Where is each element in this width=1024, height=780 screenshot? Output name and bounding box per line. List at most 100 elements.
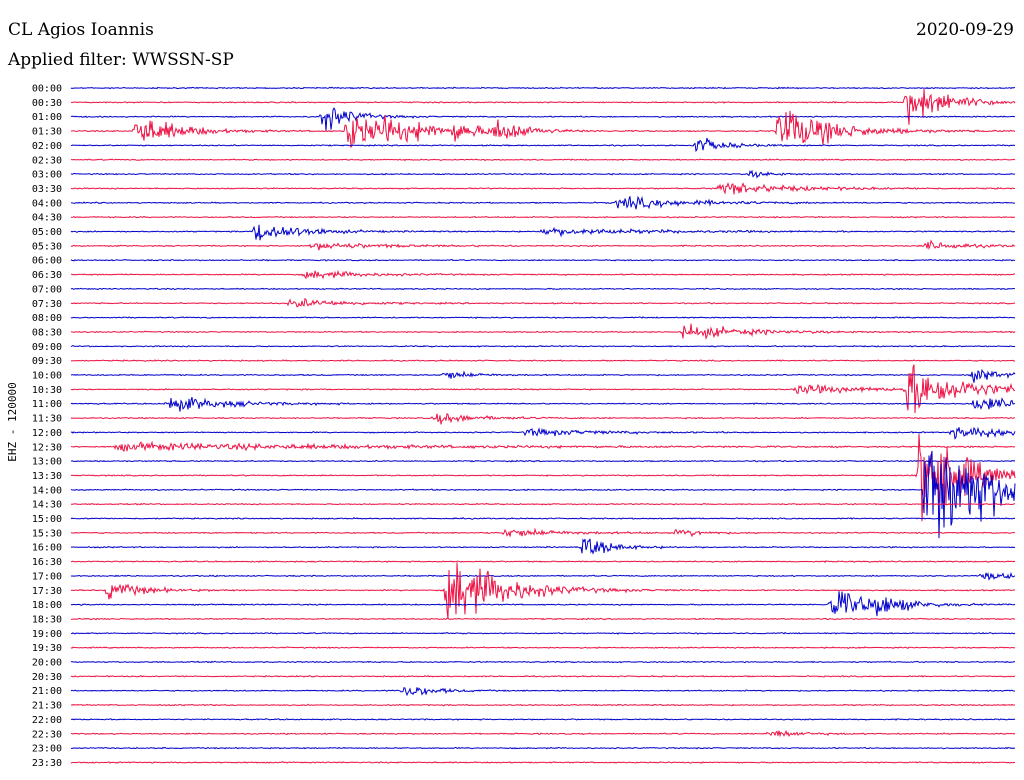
trace-line <box>70 239 1016 251</box>
trace-line <box>70 729 1016 738</box>
time-label: 11:00 <box>32 399 62 410</box>
trace-line <box>70 426 1016 440</box>
trace-line <box>70 181 1016 195</box>
time-label: 06:00 <box>32 256 62 267</box>
trace-line <box>70 703 1015 707</box>
trace-line <box>70 687 1016 697</box>
time-label: 05:00 <box>32 227 62 238</box>
time-label: 19:30 <box>32 643 62 654</box>
time-label: 17:00 <box>32 571 62 582</box>
trace-line <box>70 718 1016 721</box>
time-label: 20:00 <box>32 658 62 669</box>
time-label: 05:30 <box>32 241 62 252</box>
trace-line <box>70 88 1016 125</box>
time-label: 18:00 <box>32 600 62 611</box>
time-label: 02:00 <box>32 141 62 152</box>
time-label: 15:00 <box>32 514 62 525</box>
trace-line <box>70 195 1015 210</box>
time-label: 07:00 <box>32 284 62 295</box>
time-label: 13:30 <box>32 471 62 482</box>
time-label: 17:30 <box>32 586 62 597</box>
time-label: 01:30 <box>32 127 62 138</box>
time-label: 07:30 <box>32 299 62 310</box>
time-label: 23:00 <box>32 744 62 755</box>
trace-line <box>70 660 1016 664</box>
trace-line <box>70 746 1016 750</box>
trace-line <box>70 412 1016 425</box>
trace-line <box>70 674 1016 678</box>
trace-line <box>70 86 1015 90</box>
trace-line <box>70 517 1016 520</box>
trace-line <box>71 158 1016 162</box>
time-labels: 00:00 00:30 01:00 01:30 02:00 02:30 03:00 03:30… <box>32 84 62 769</box>
trace-line <box>70 323 1016 341</box>
time-label: 04:00 <box>32 198 62 209</box>
time-label: 13:00 <box>32 457 62 468</box>
trace-line <box>71 269 1016 280</box>
trace-line <box>70 631 1016 635</box>
trace-line <box>70 344 1016 348</box>
trace-line <box>70 617 1016 621</box>
trace-line <box>70 137 1016 153</box>
channel-axis-label: EHZ - 120000 <box>6 382 19 461</box>
trace-line <box>70 316 1016 320</box>
trace-line <box>70 107 1016 131</box>
time-label: 03:00 <box>32 170 62 181</box>
time-label: 08:30 <box>32 327 62 338</box>
time-label: 08:00 <box>32 313 62 324</box>
trace-line <box>70 502 1016 506</box>
time-label: 19:00 <box>32 629 62 640</box>
trace-line <box>70 397 1016 412</box>
trace-line <box>70 459 1016 463</box>
time-label: 18:30 <box>32 614 62 625</box>
time-label: 03:30 <box>32 184 62 195</box>
trace-line <box>70 527 1016 538</box>
time-label: 21:30 <box>32 701 62 712</box>
time-label: 14:00 <box>32 485 62 496</box>
trace-line <box>70 761 1016 764</box>
time-label: 00:00 <box>32 84 62 95</box>
filter-label: Applied filter: WWSSN-SP <box>8 50 234 70</box>
record-date: 2020-09-29 <box>915 20 1014 40</box>
time-label: 22:30 <box>32 729 62 740</box>
trace-line <box>70 433 1016 522</box>
time-label: 15:30 <box>32 528 62 539</box>
time-label: 00:30 <box>32 98 62 109</box>
trace-line <box>70 572 1016 581</box>
time-label: 10:00 <box>32 371 62 382</box>
trace-line <box>70 368 1016 383</box>
trace-line <box>70 450 1016 539</box>
time-label: 11:30 <box>32 414 62 425</box>
trace-line <box>70 297 1016 308</box>
time-label: 20:30 <box>32 672 62 683</box>
station-title: CL Agios Ioannis <box>8 20 154 40</box>
seismic-traces <box>70 86 1016 764</box>
time-label: 02:30 <box>32 155 62 166</box>
time-label: 22:00 <box>32 715 62 726</box>
trace-line <box>70 287 1016 291</box>
trace-line <box>70 538 1016 555</box>
trace-line <box>70 646 1016 650</box>
trace-line <box>70 110 1016 149</box>
trace-line <box>70 359 1016 362</box>
time-label: 23:30 <box>32 758 62 769</box>
time-label: 09:30 <box>32 356 62 367</box>
time-label: 09:00 <box>32 342 62 353</box>
time-label: 12:30 <box>32 442 62 453</box>
trace-line <box>70 591 1016 617</box>
trace-line <box>70 562 1016 620</box>
trace-line <box>70 560 1016 564</box>
time-label: 16:00 <box>32 543 62 554</box>
trace-line <box>70 169 1015 179</box>
time-label: 10:30 <box>32 385 62 396</box>
time-label: 16:30 <box>32 557 62 568</box>
trace-line <box>70 364 1015 414</box>
time-label: 21:00 <box>32 686 62 697</box>
time-label: 12:00 <box>32 428 62 439</box>
trace-line <box>70 224 1016 241</box>
time-label: 06:30 <box>32 270 62 281</box>
time-label: 14:30 <box>32 500 62 511</box>
trace-line <box>70 215 1016 219</box>
time-label: 04:30 <box>32 213 62 224</box>
